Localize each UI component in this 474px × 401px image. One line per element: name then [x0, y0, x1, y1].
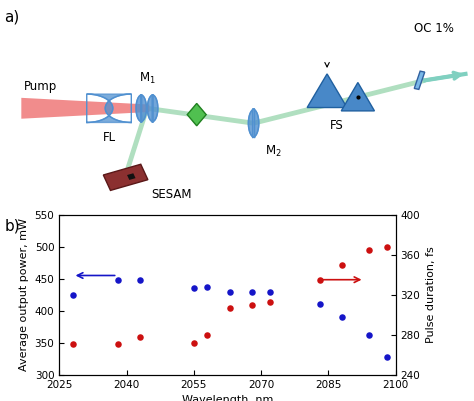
- Point: [69, 340, 76, 347]
- Polygon shape: [187, 103, 206, 126]
- Text: FL: FL: [102, 132, 116, 144]
- Point: [203, 284, 211, 290]
- Point: [190, 284, 198, 291]
- Point: [203, 332, 211, 338]
- Polygon shape: [341, 83, 374, 111]
- Point: [365, 332, 373, 338]
- Text: FS: FS: [329, 119, 344, 132]
- Point: [383, 354, 391, 360]
- Text: SESAM: SESAM: [152, 188, 192, 201]
- Point: [338, 314, 346, 320]
- Point: [136, 334, 144, 340]
- Point: [114, 277, 121, 283]
- Polygon shape: [307, 74, 347, 107]
- Point: [338, 261, 346, 268]
- X-axis label: Wavelength, nm: Wavelength, nm: [182, 395, 273, 401]
- Point: [114, 340, 121, 347]
- Polygon shape: [147, 95, 158, 122]
- Polygon shape: [21, 98, 149, 119]
- Point: [316, 276, 323, 283]
- Text: Pump: Pump: [24, 79, 57, 93]
- Polygon shape: [103, 164, 148, 190]
- Text: M$_1$: M$_1$: [138, 71, 155, 86]
- Polygon shape: [87, 94, 131, 122]
- Text: OC 1%: OC 1%: [414, 22, 454, 35]
- Point: [365, 246, 373, 253]
- Text: b): b): [5, 219, 20, 233]
- Text: M$_2$: M$_2$: [265, 144, 282, 159]
- Text: a): a): [4, 9, 19, 24]
- Polygon shape: [248, 109, 259, 138]
- Point: [226, 304, 234, 311]
- Point: [248, 288, 256, 295]
- Point: [248, 302, 256, 308]
- Point: [190, 340, 198, 346]
- Point: [266, 288, 274, 295]
- Point: [226, 288, 234, 295]
- Point: [316, 301, 323, 308]
- Point: [383, 243, 391, 250]
- Y-axis label: Average output power, mW: Average output power, mW: [19, 218, 29, 371]
- Point: [266, 298, 274, 305]
- Polygon shape: [136, 95, 146, 122]
- Polygon shape: [414, 71, 425, 89]
- Y-axis label: Pulse duration, fs: Pulse duration, fs: [426, 246, 436, 343]
- Point: [69, 292, 76, 298]
- Point: [136, 277, 144, 283]
- Polygon shape: [127, 173, 136, 180]
